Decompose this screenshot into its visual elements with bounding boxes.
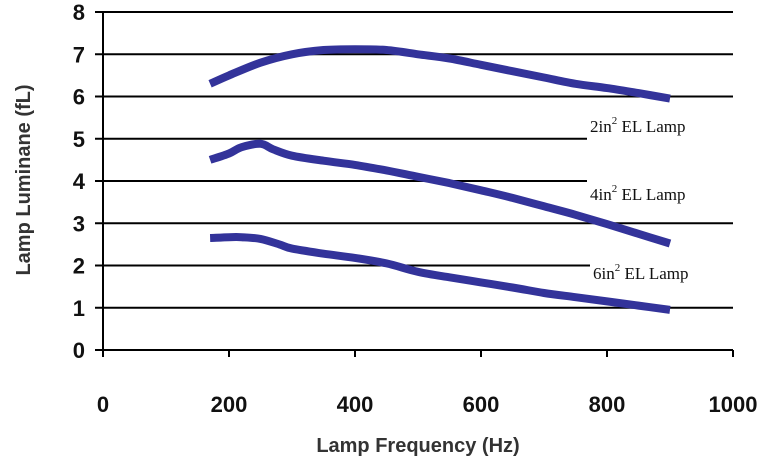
grid-lines: [103, 11, 733, 309]
series-label-text: 6in2 EL Lamp: [593, 262, 689, 283]
series-label-6in2-el-lamp: 6in2 EL Lamp: [590, 257, 733, 287]
y-tick-label-4: 4: [73, 169, 86, 194]
x-tick-label-1000: 1000: [709, 392, 758, 417]
series-lines: [208, 45, 672, 314]
series-label-text: 4in2 EL Lamp: [590, 183, 686, 204]
series-label-background: [587, 178, 733, 208]
axes: [95, 11, 734, 357]
y-tick-label-3: 3: [73, 211, 85, 236]
x-tick-label-800: 800: [589, 392, 626, 417]
y-tick-label-7: 7: [73, 42, 85, 67]
series-line-4in2-el-lamp: [208, 139, 672, 248]
y-tick-label-1: 1: [73, 296, 85, 321]
series-line-6in2-el-lamp: [209, 233, 671, 314]
series-label-text: 2in2 EL Lamp: [590, 115, 686, 136]
y-tick-label-6: 6: [73, 85, 85, 110]
y-tick-labels: 0 1 2 3 4 5 6 7 8: [73, 0, 86, 363]
y-axis-title: Lamp Luminane (fL): [13, 84, 35, 275]
x-axis-title: Lamp Frequency (Hz): [316, 435, 519, 457]
y-tick-label-2: 2: [73, 254, 85, 279]
series-label-background: [590, 257, 733, 287]
series-label-2in2-el-lamp: 2in2 EL Lamp: [587, 110, 733, 140]
x-tick-labels: 0 200 400 600 800 1000: [97, 392, 758, 417]
x-tick-label-0: 0: [97, 392, 109, 417]
series-label-background: [587, 110, 733, 140]
x-tick-label-600: 600: [463, 392, 500, 417]
x-tick-label-200: 200: [211, 392, 248, 417]
series-label-4in2-el-lamp: 4in2 EL Lamp: [587, 178, 733, 208]
series-line-2in2-el-lamp: [208, 45, 671, 103]
y-tick-label-8: 8: [73, 0, 85, 25]
series-labels: 2in2 EL Lamp 4in2 EL Lamp 6in2 EL Lamp: [587, 110, 733, 287]
y-tick-label-0: 0: [73, 338, 85, 363]
x-tick-label-400: 400: [337, 392, 374, 417]
y-tick-label-5: 5: [73, 127, 85, 152]
